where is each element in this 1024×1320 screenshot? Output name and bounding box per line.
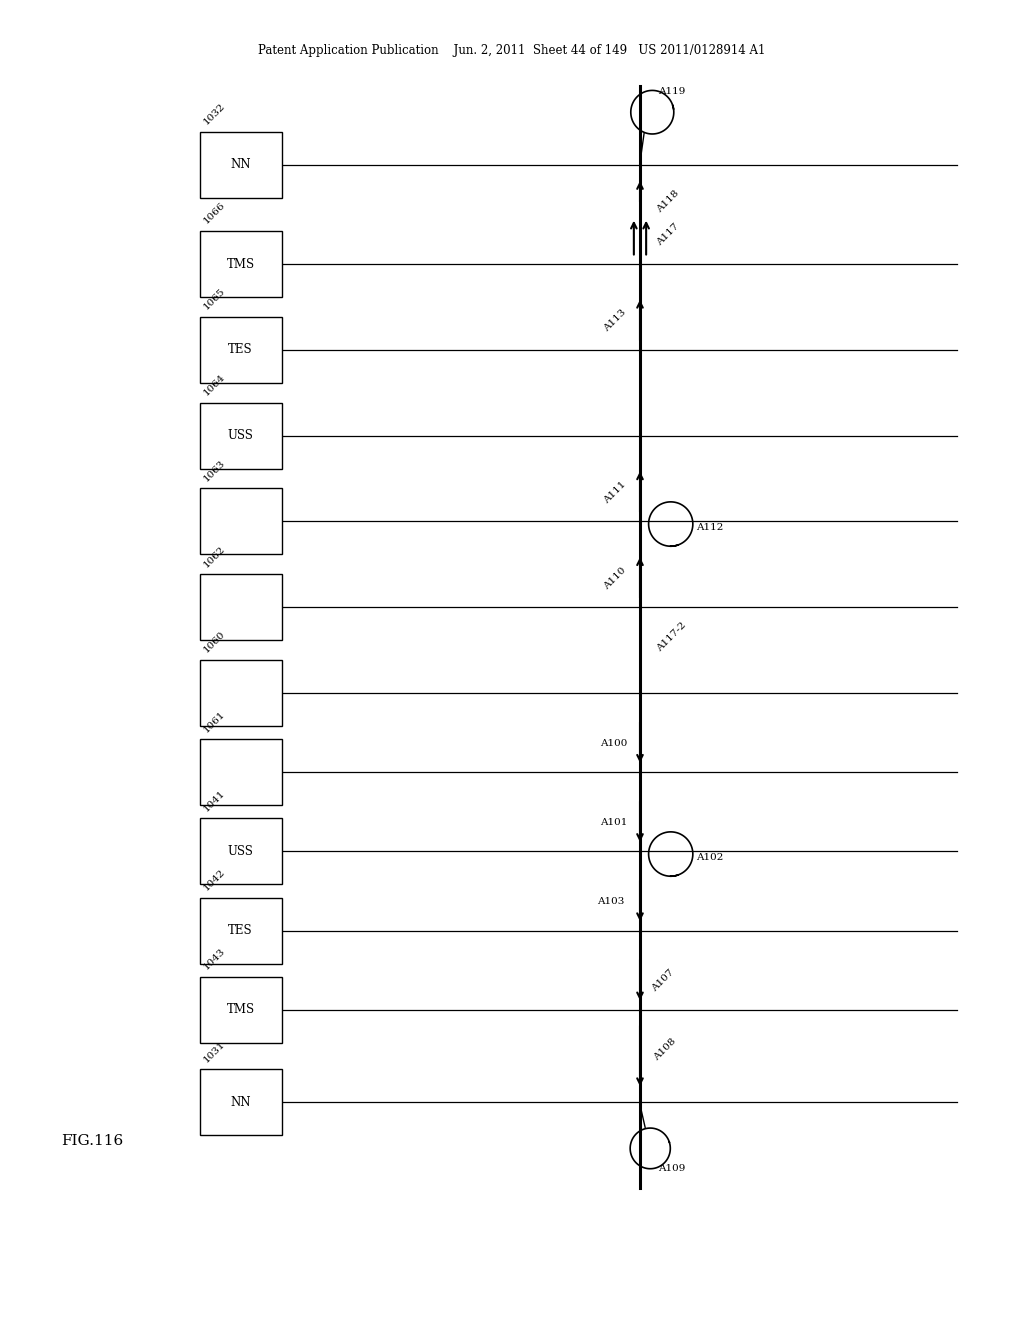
Text: 1064: 1064 — [202, 372, 227, 397]
Text: NN: NN — [230, 158, 251, 172]
Text: A113: A113 — [602, 308, 628, 334]
Text: TES: TES — [228, 924, 253, 937]
Text: 1062: 1062 — [202, 544, 227, 569]
Text: NN: NN — [230, 1096, 251, 1109]
Text: A112: A112 — [696, 524, 724, 532]
Text: FIG.116: FIG.116 — [61, 1134, 124, 1148]
Text: Patent Application Publication    Jun. 2, 2011  Sheet 44 of 149   US 2011/012891: Patent Application Publication Jun. 2, 2… — [258, 44, 766, 57]
Bar — [200, 739, 282, 805]
Text: A103: A103 — [597, 898, 625, 906]
Bar — [200, 317, 282, 383]
Text: 1065: 1065 — [202, 286, 227, 312]
Text: TES: TES — [228, 343, 253, 356]
Text: 1043: 1043 — [202, 946, 227, 972]
Text: 1066: 1066 — [202, 201, 227, 226]
Text: A118: A118 — [655, 189, 681, 214]
Text: A110: A110 — [602, 565, 628, 591]
Text: 1031: 1031 — [202, 1039, 227, 1064]
Text: 1061: 1061 — [202, 709, 227, 734]
Bar — [200, 403, 282, 469]
Text: 1042: 1042 — [202, 867, 227, 892]
Bar — [200, 231, 282, 297]
Text: A109: A109 — [658, 1164, 686, 1172]
Text: USS: USS — [227, 845, 254, 858]
Bar — [200, 488, 282, 554]
Text: TMS: TMS — [226, 257, 255, 271]
Text: A117-2: A117-2 — [655, 620, 688, 653]
Text: A102: A102 — [696, 854, 724, 862]
Text: A100: A100 — [600, 739, 628, 747]
Text: 1041: 1041 — [202, 788, 227, 813]
Bar — [200, 660, 282, 726]
Text: A111: A111 — [602, 479, 628, 506]
Bar — [200, 818, 282, 884]
Text: A108: A108 — [652, 1036, 678, 1063]
Bar — [200, 574, 282, 640]
Bar — [200, 898, 282, 964]
Bar — [200, 977, 282, 1043]
Text: USS: USS — [227, 429, 254, 442]
Text: A101: A101 — [600, 818, 628, 826]
Text: A117: A117 — [655, 222, 681, 248]
Text: 1060: 1060 — [202, 630, 227, 655]
Bar — [200, 132, 282, 198]
Text: 1063: 1063 — [202, 458, 227, 483]
Text: A119: A119 — [658, 87, 686, 96]
Text: A107: A107 — [650, 968, 676, 994]
Text: TMS: TMS — [226, 1003, 255, 1016]
Bar — [200, 1069, 282, 1135]
Text: 1032: 1032 — [202, 102, 227, 127]
